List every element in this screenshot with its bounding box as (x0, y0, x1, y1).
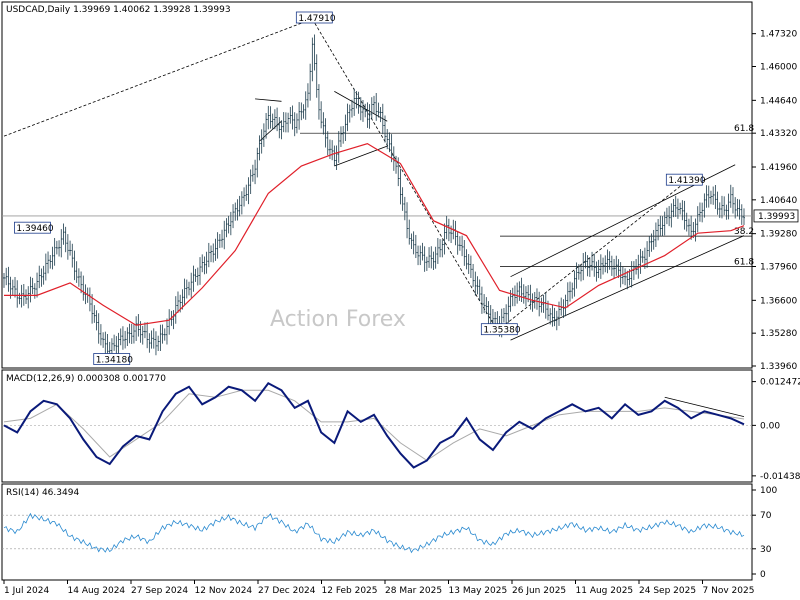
x-tick-label: 1 Jul 2024 (4, 586, 49, 596)
price-label-box (295, 11, 333, 24)
price-level-label: 1.47910 (295, 11, 336, 24)
x-axis: 1 Jul 2024 14 Aug 2024 27 Sep 2024 12 Nov 2… (3, 580, 755, 596)
price-level-label: 1.39460 (14, 221, 54, 234)
current-price-text: 1.39993 (758, 212, 795, 222)
price-tick-label: 1.33960 (760, 362, 797, 372)
price-level-label: 1.34180 (93, 353, 133, 366)
price-tick-label: 1.43320 (760, 129, 797, 139)
rsi-tick-label: 30 (760, 545, 772, 555)
macd-signal-line (3, 389, 745, 462)
macd-line (3, 381, 745, 469)
fib-level-label: 61.8 (734, 258, 754, 268)
macd-tick-label: -0.014389 (760, 472, 800, 482)
dashed-trendline (311, 18, 498, 331)
price-tick-label: 1.35280 (760, 329, 797, 339)
x-tick-label: 26 Jun 2025 (512, 586, 566, 596)
current-price-tag: 1.39993 (753, 209, 799, 223)
x-tick-label: 28 Mar 2025 (385, 586, 442, 596)
rsi-title: RSI(14) 46.3494 (6, 488, 79, 498)
macd-tick-label: 0.00 (760, 421, 780, 431)
price-label-text: 1.41390 (668, 176, 705, 186)
price-label-box (665, 173, 703, 186)
rsi-line (3, 512, 745, 554)
x-tick-label: 12 Feb 2025 (322, 586, 378, 596)
wedge-line (255, 98, 282, 102)
price-tick-label: 1.40640 (760, 196, 797, 206)
price-tick-label: 1.37960 (760, 263, 797, 273)
current-price-box (753, 209, 799, 223)
price-label-box (93, 353, 131, 365)
x-tick-label: 7 Nov 2025 (703, 586, 755, 596)
x-tick-label: 12 Nov 2024 (195, 586, 253, 596)
rsi-tick-label: 0 (760, 570, 766, 580)
watermark: Action Forex (270, 307, 406, 332)
fib-level-label: 61.8 (734, 124, 754, 134)
price-tick-label: 1.47320 (760, 30, 797, 40)
price-label-text: 1.47910 (298, 14, 335, 24)
price-label-text: 1.34180 (96, 356, 133, 366)
price-tick-label: 1.36600 (760, 296, 797, 306)
x-tick-label: 27 Dec 2024 (258, 586, 316, 596)
price-tick-label: 1.41960 (760, 163, 797, 173)
macd-trendline (664, 396, 745, 417)
price-label-box (14, 221, 51, 234)
x-tick-label: 24 Sep 2025 (639, 586, 696, 596)
moving-average-line (4, 142, 745, 326)
price-label-text: 1.35380 (483, 326, 520, 336)
price-level-label: 1.41390 (665, 173, 706, 186)
price-label-text: 1.39460 (16, 224, 53, 234)
price-level-label: 1.35380 (480, 323, 521, 336)
macd-tick-label: 0.012472 (760, 378, 800, 388)
price-tick-label: 1.44640 (760, 96, 797, 106)
fib-level-label: 38.2 (734, 227, 754, 237)
rsi-tick-label: 70 (760, 511, 772, 521)
rsi-panel: RSI(14) 46.3494 100 70 30 0 (1, 483, 777, 581)
price-tick-label: 1.46000 (760, 63, 797, 73)
price-panel: USDCAD,Daily 1.39969 1.40062 1.39928 1.3… (1, 1, 799, 372)
x-tick-label: 13 May 2025 (449, 586, 508, 596)
macd-panel: MACD(12,26,9) 0.000308 0.001770 0.012472… (1, 369, 800, 483)
price-label-box (480, 323, 518, 336)
price-tick-label: 1.39280 (760, 230, 797, 240)
x-tick-label: 14 Aug 2024 (68, 586, 126, 596)
wedge-line (334, 145, 388, 167)
x-tick-label: 27 Sep 2024 (131, 586, 188, 596)
x-tick-label: 11 Aug 2025 (576, 586, 634, 596)
price-panel-title: USDCAD,Daily 1.39969 1.40062 1.39928 1.3… (6, 5, 231, 15)
macd-title: MACD(12,26,9) 0.000308 0.001770 (6, 374, 166, 384)
rsi-tick-label: 100 (760, 486, 777, 496)
